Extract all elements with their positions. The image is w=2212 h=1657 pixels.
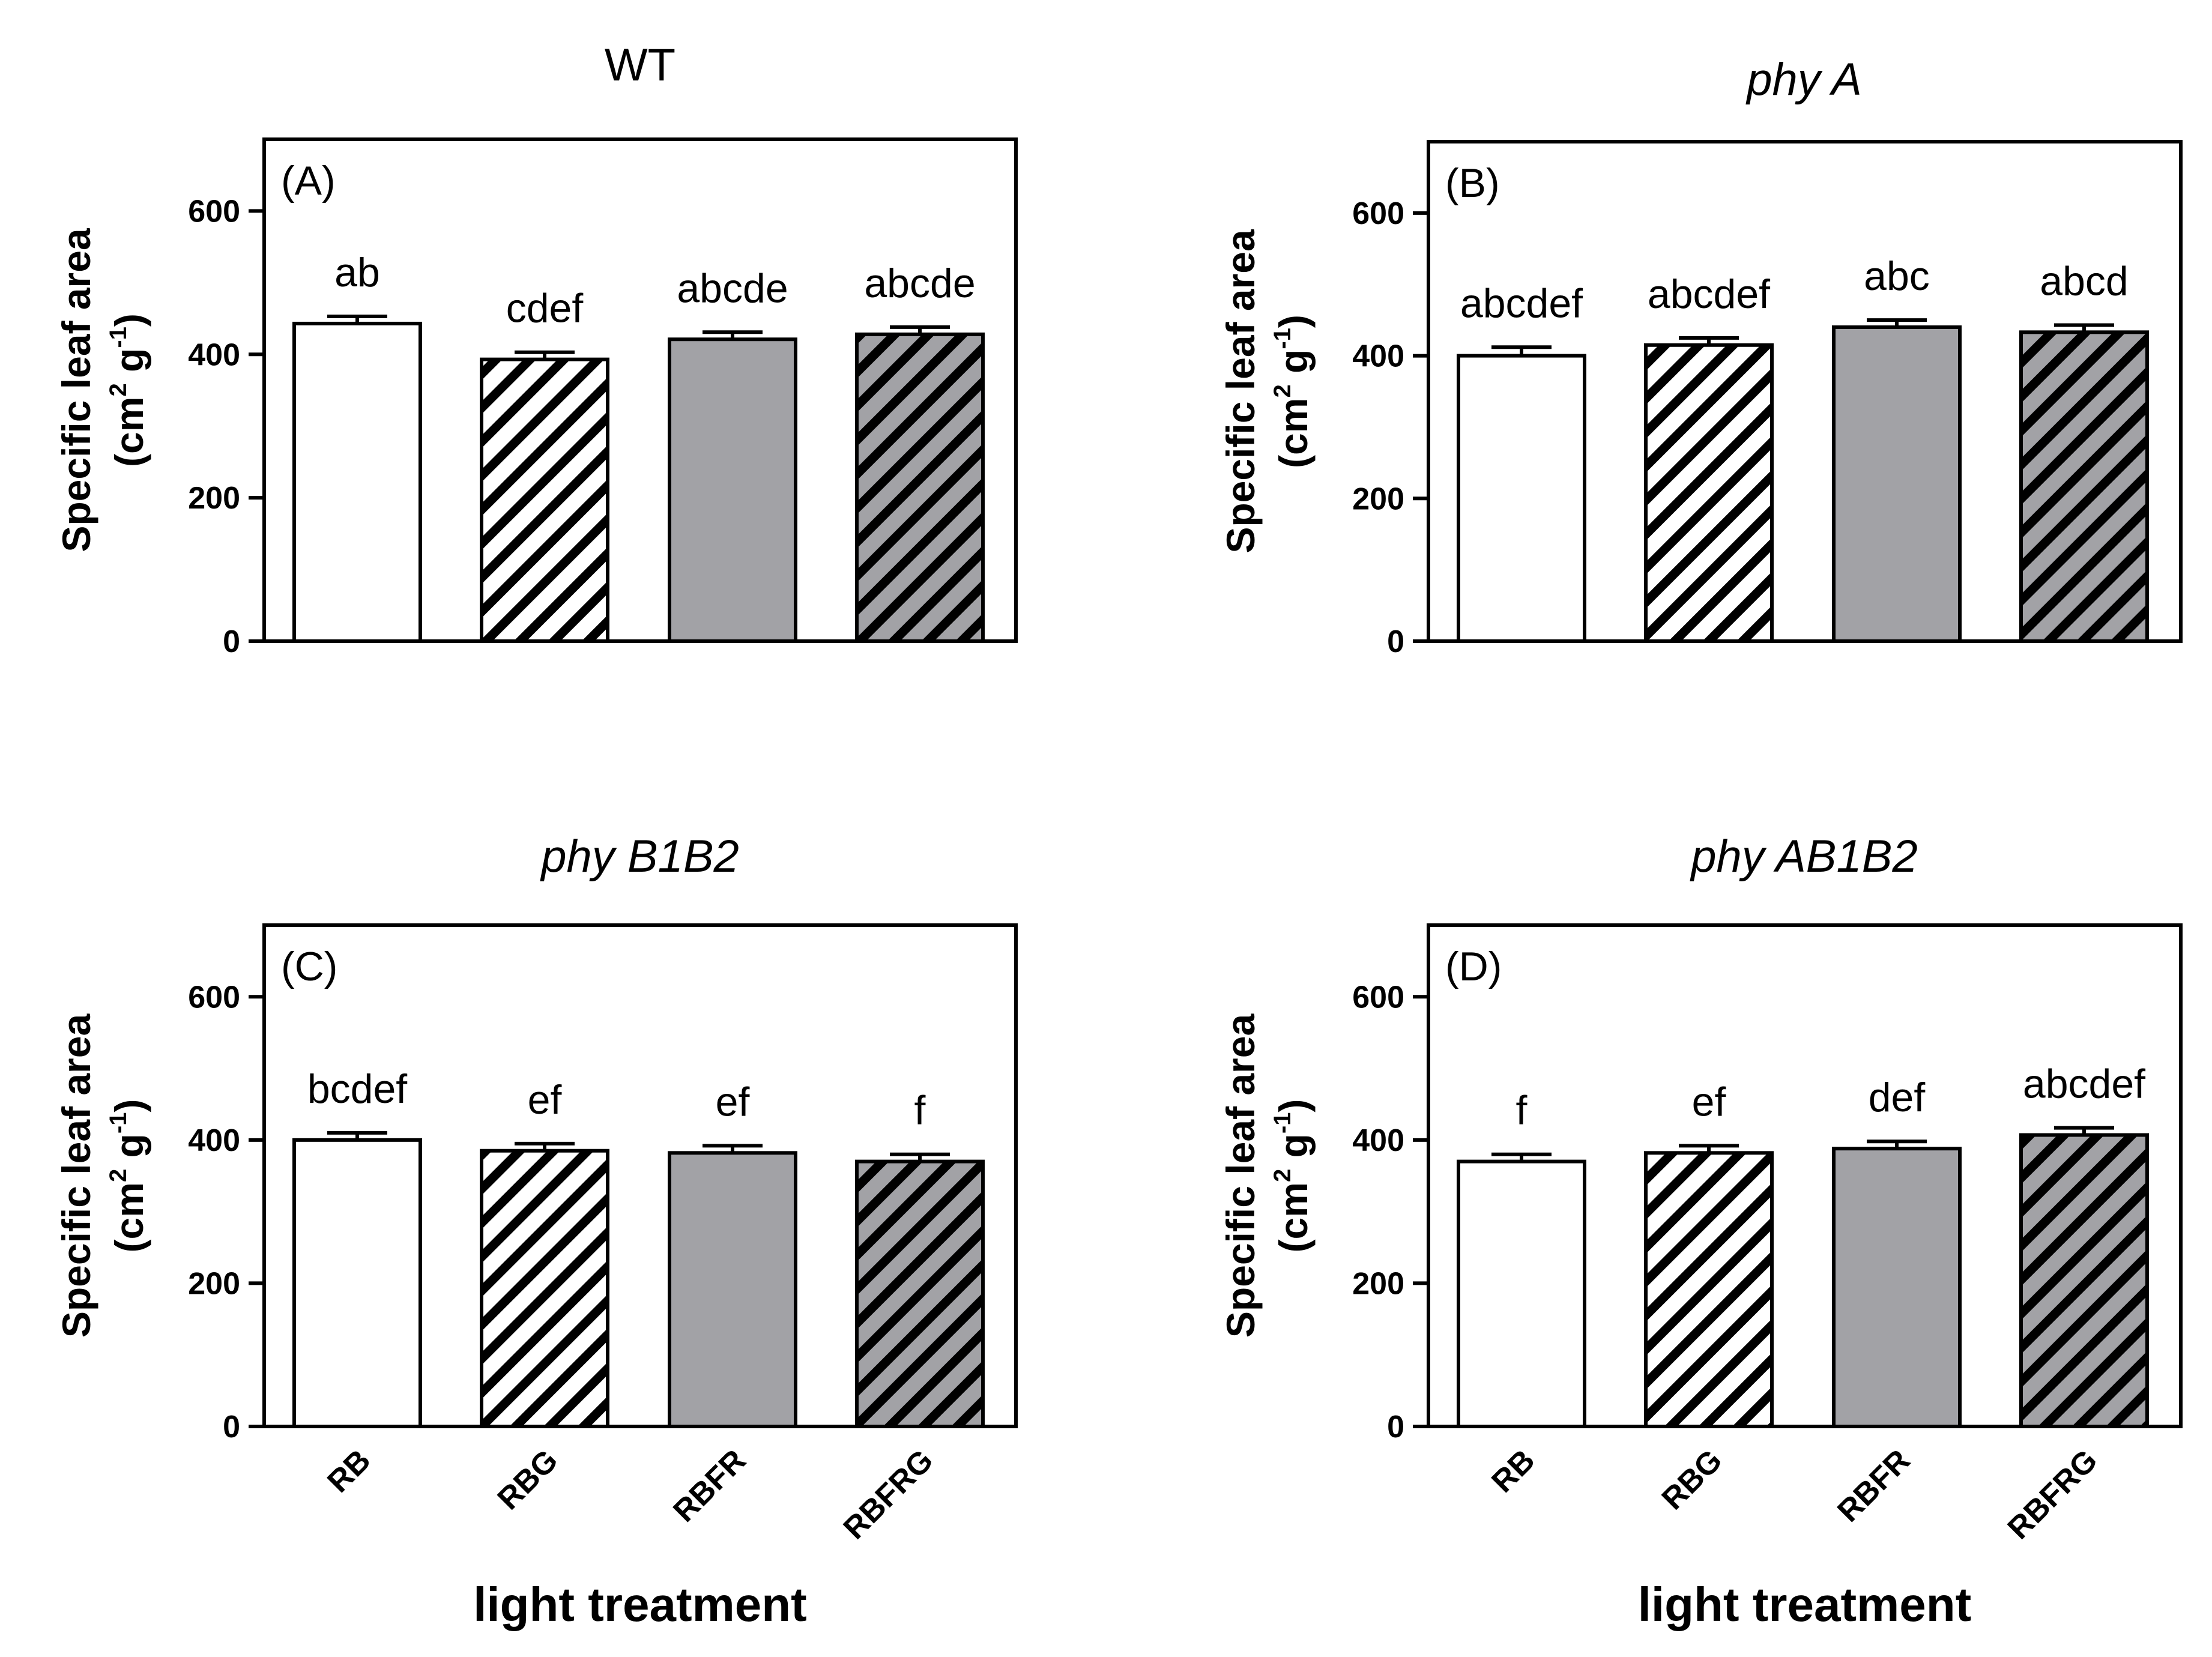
x-tick-label: RB: [1485, 1443, 1541, 1499]
y-axis-label-line1: Specific leaf area: [1218, 229, 1263, 554]
plot-frame: [262, 923, 1018, 1428]
plot-frame: [1427, 923, 2183, 1428]
significance-letter: f: [914, 1088, 926, 1133]
chart-title: phy A: [1745, 54, 1862, 105]
y-tick-label: 0: [223, 624, 240, 659]
x-tick-label: RBFRG: [2001, 1443, 2105, 1546]
significance-letter: def: [1869, 1075, 1926, 1120]
chart-title: phy AB1B2: [1690, 831, 1917, 882]
significance-letter: abcdef: [2023, 1061, 2145, 1107]
y-axis-label: Specific leaf area (cm2 g-1): [1218, 1013, 1316, 1338]
y-tick-label: 600: [188, 980, 240, 1015]
y-tick-label: 400: [1352, 339, 1404, 374]
y-tick-label: 0: [1387, 624, 1404, 659]
x-axis-label: light treatment: [1638, 1578, 1972, 1631]
significance-letter: abcdef: [1460, 280, 1583, 326]
chart-panel-C: phy B1B2 (C) 0 200 400 600 Specific leaf area(…: [54, 831, 1018, 1631]
y-axis-label-line2: (cm2 g-1): [1269, 315, 1316, 468]
chart-panel-D: phy AB1B2 (D) 0 200 400 600 Specific leaf area…: [1218, 831, 2183, 1631]
bar-RB: [1457, 1159, 1586, 1428]
bar-RBFRG: [855, 1159, 985, 1428]
plot-frame: [1427, 140, 2183, 643]
significance-letter: cdef: [506, 286, 584, 331]
y-tick-label: 600: [1352, 980, 1404, 1015]
significance-letter: abcde: [864, 261, 975, 306]
bar-RBFRG: [2019, 1133, 2149, 1429]
significance-letter: ab: [334, 250, 380, 295]
bar-RB: [292, 321, 422, 643]
panel-label: (B): [1445, 160, 1500, 206]
bar-RBFRG: [2019, 330, 2149, 643]
bar-RBG: [1644, 1151, 1774, 1429]
significance-letter: f: [1516, 1088, 1528, 1133]
x-tick-label: RB: [321, 1443, 377, 1499]
y-tick-label: 400: [188, 1123, 240, 1158]
y-tick-label: 200: [188, 1266, 240, 1301]
y-axis-label-line1: Specific leaf area: [54, 228, 98, 552]
y-tick-label: 200: [188, 481, 240, 516]
x-tick-label: RBFR: [666, 1443, 752, 1529]
y-axis-label-line2: (cm2 g-1): [105, 1099, 151, 1253]
x-tick-label: RBG: [1655, 1443, 1729, 1517]
bar-RBFR: [668, 337, 797, 643]
y-axis-label-line1: Specific leaf area: [1218, 1013, 1263, 1338]
y-axis-label-line2: (cm2 g-1): [105, 313, 151, 467]
panel-label: (D): [1445, 944, 1502, 989]
panel-label: (C): [281, 944, 337, 989]
y-axis-label: Specific leaf area (cm2 g-1): [1218, 229, 1316, 554]
y-tick-label: 200: [1352, 481, 1404, 516]
x-axis-label: light treatment: [473, 1578, 807, 1631]
y-tick-label: 400: [1352, 1123, 1404, 1158]
y-tick-label: 400: [188, 337, 240, 372]
y-tick-label: 0: [223, 1410, 240, 1444]
bar-RBFR: [668, 1151, 797, 1429]
significance-letter: bcdef: [307, 1066, 407, 1112]
significance-letter: abc: [1864, 253, 1930, 299]
significance-letter: ef: [528, 1077, 562, 1123]
significance-letter: abcdef: [1648, 271, 1770, 317]
bar-RBG: [1644, 343, 1774, 643]
bar-RBFRG: [855, 332, 985, 643]
y-axis-label-line2: (cm2 g-1): [1269, 1099, 1316, 1253]
bar-RBFR: [1832, 325, 1962, 643]
bar-RB: [1457, 354, 1586, 643]
bar-RBG: [480, 1148, 609, 1428]
bar-RBFR: [1832, 1147, 1962, 1428]
y-tick-label: 600: [1352, 196, 1404, 231]
chart-title: WT: [605, 40, 675, 91]
bar-RBG: [480, 357, 609, 643]
plot-frame: [262, 137, 1018, 643]
x-tick-label: RBFR: [1831, 1443, 1917, 1529]
chart-panel-B: phy A (B) 0 200 400 600 Specific leaf area (cm2…: [1218, 54, 2183, 659]
significance-letter: abcd: [2040, 258, 2128, 304]
chart-title: phy B1B2: [540, 831, 739, 882]
bar-RB: [292, 1138, 422, 1429]
y-axis-label: Specific leaf area (cm2 g-1): [54, 228, 151, 552]
y-axis-label-line1: Specific leaf area: [54, 1013, 98, 1338]
chart-panel-A: WT (A) 0 200 400 600 Specific leaf area (cm2 g-…: [54, 40, 1018, 659]
y-axis-label: Specific leaf area (cm2 g-1): [54, 1013, 151, 1338]
y-tick-label: 0: [1387, 1410, 1404, 1444]
y-tick-label: 200: [1352, 1266, 1404, 1301]
significance-letter: ef: [1692, 1079, 1726, 1124]
significance-letter: ef: [716, 1079, 750, 1124]
y-tick-label: 600: [188, 194, 240, 229]
x-tick-label: RBG: [491, 1443, 565, 1517]
x-tick-label: RBFRG: [837, 1443, 940, 1546]
panel-label: (A): [281, 158, 336, 204]
significance-letter: abcde: [677, 265, 788, 311]
